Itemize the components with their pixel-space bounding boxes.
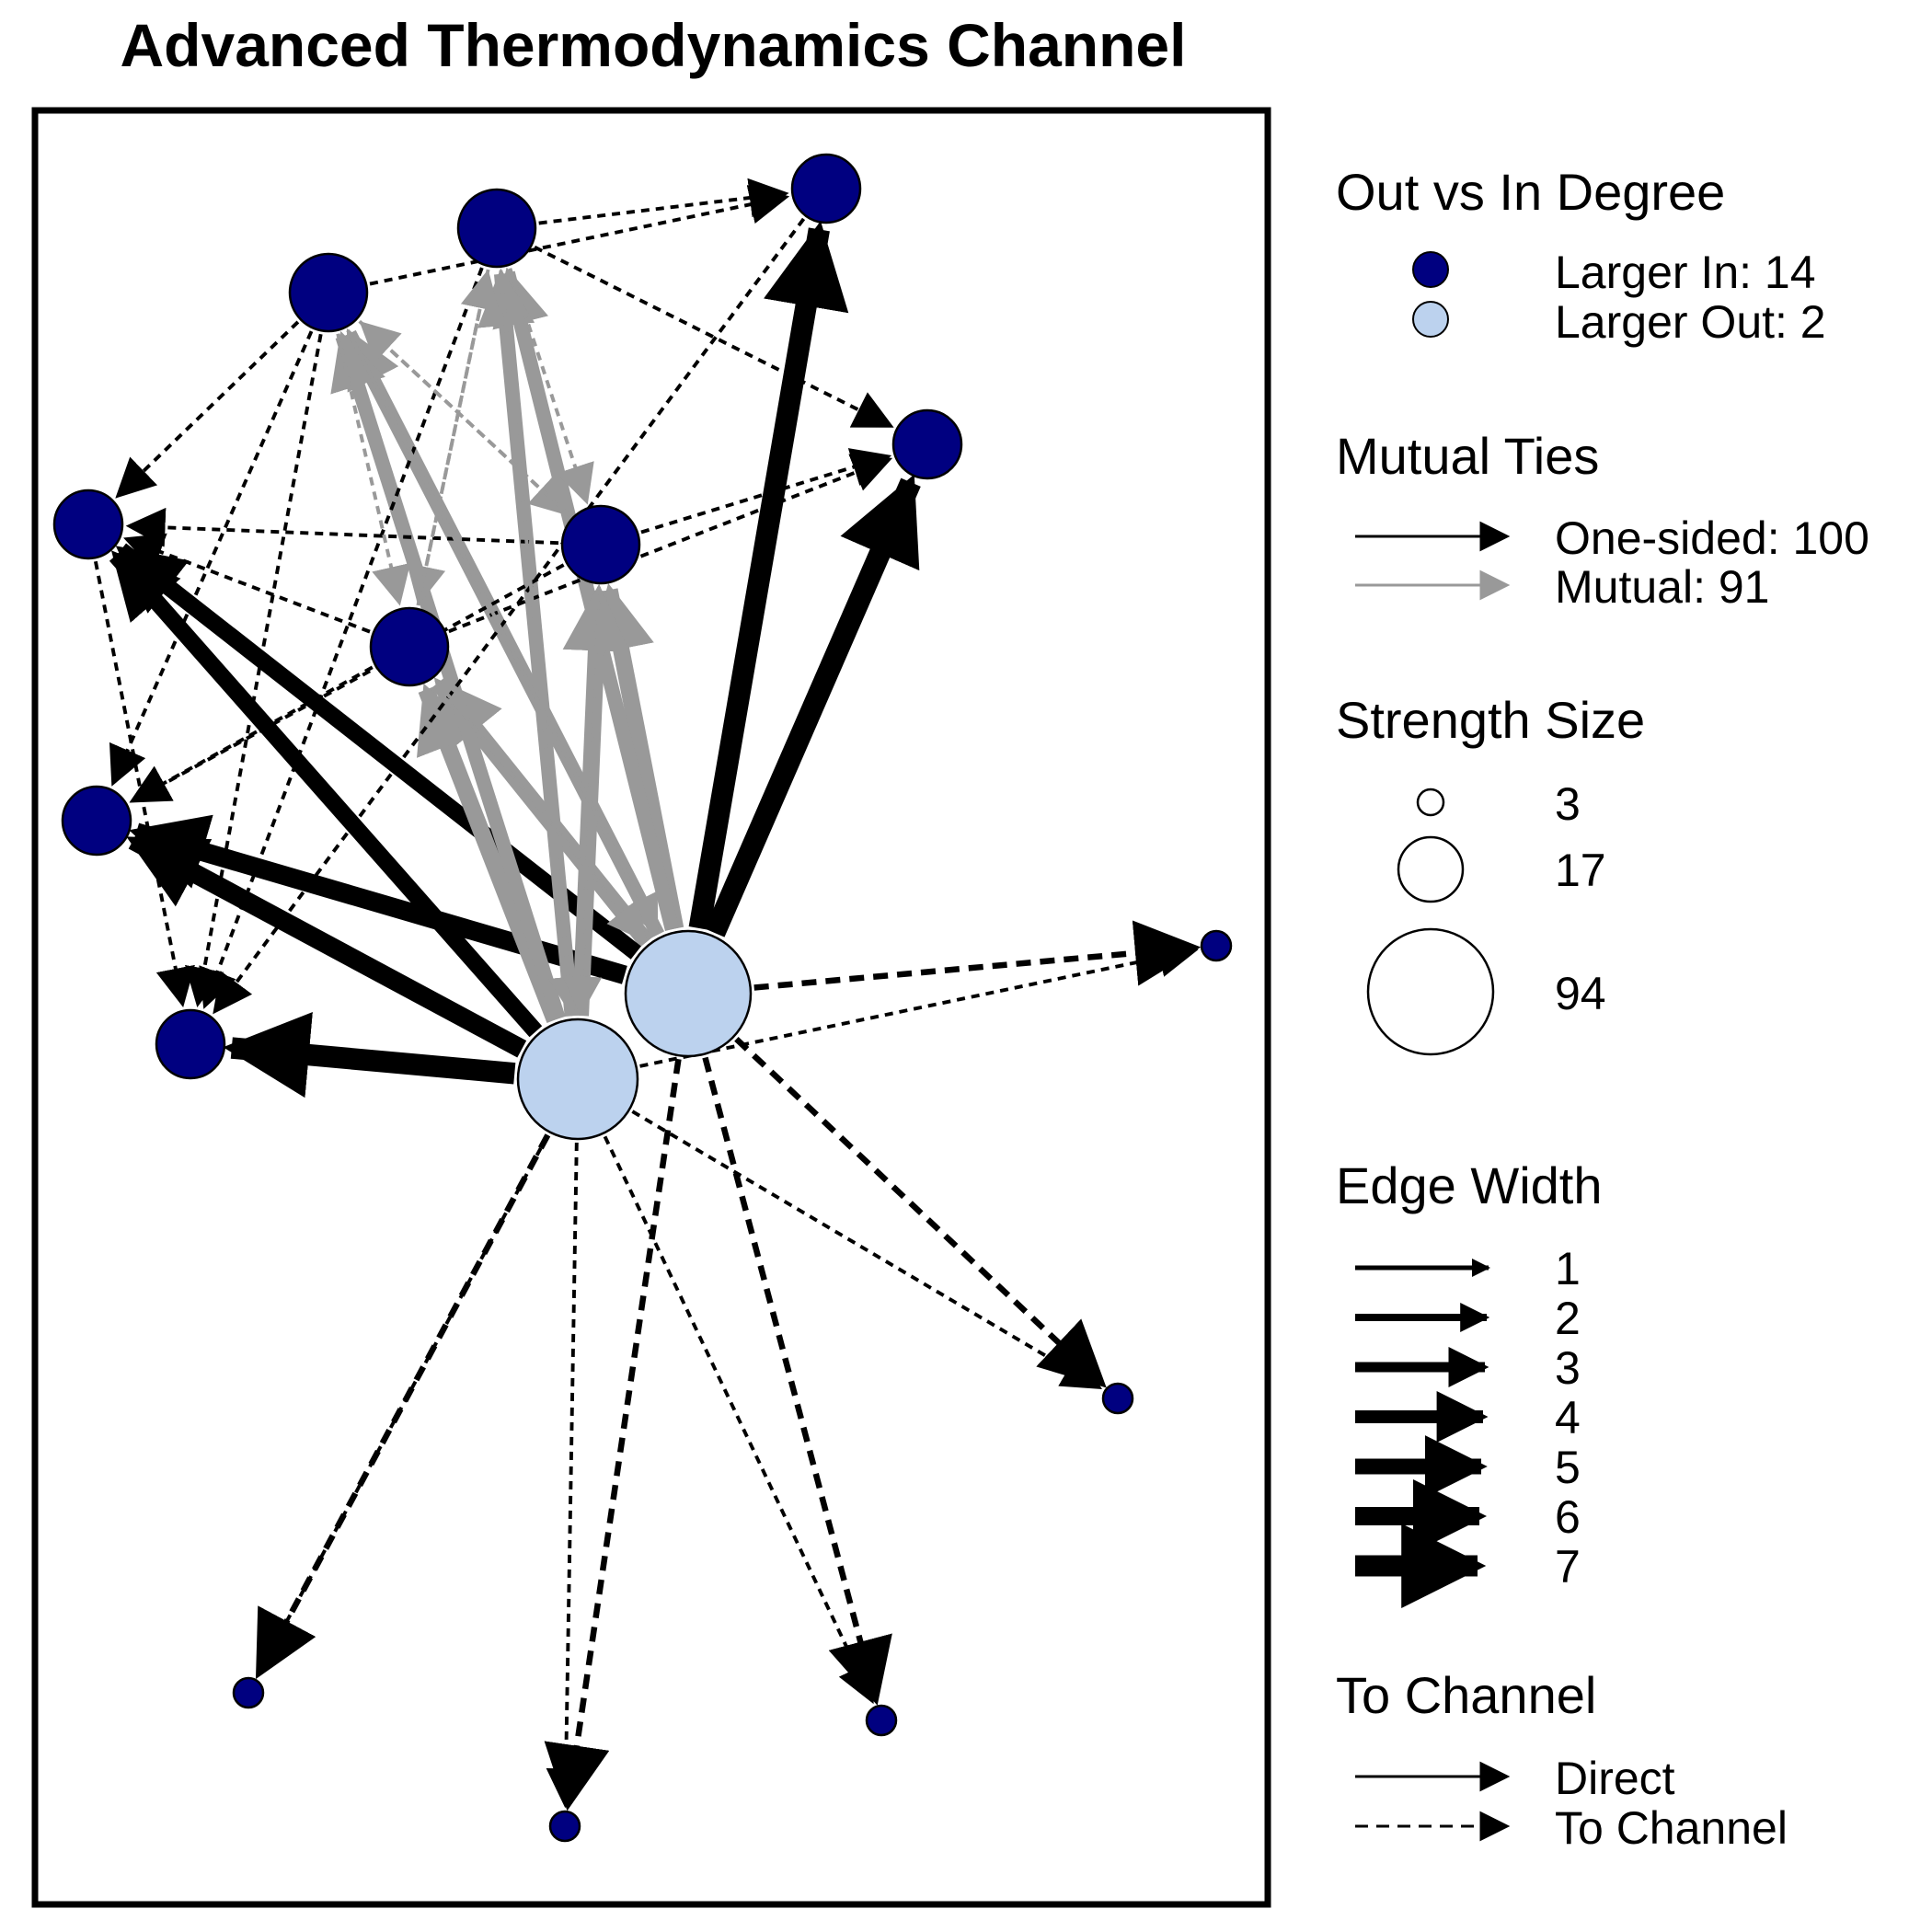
network-edge xyxy=(346,329,659,936)
node-larger-in xyxy=(560,504,641,585)
legend-one-sided-label: One-sided: 100 xyxy=(1555,512,1869,564)
network-edge xyxy=(434,678,648,943)
network-edge xyxy=(129,563,565,803)
network-edge xyxy=(753,920,1202,991)
network-edge xyxy=(546,1142,586,1809)
node-larger-in xyxy=(1101,1382,1134,1415)
chart-title: Advanced Thermodynamics Channel xyxy=(121,11,1187,79)
node-larger-in xyxy=(232,1676,265,1709)
legend-edge-width-4-label: 4 xyxy=(1555,1392,1581,1443)
legend-channel-heading: To Channel xyxy=(1336,1666,1596,1724)
legend-edge-width-7-label: 7 xyxy=(1555,1541,1581,1593)
edge-layer xyxy=(93,178,1202,1811)
network-edge xyxy=(115,543,641,960)
node-larger-in xyxy=(369,606,450,687)
legend-channel: To Channel Direct To Channel xyxy=(1336,1666,1788,1854)
legend-strength-17-label: 17 xyxy=(1555,845,1606,896)
network-edge xyxy=(185,333,323,1007)
plot-frame xyxy=(31,107,1271,1908)
network-edge xyxy=(369,185,790,286)
network-edge xyxy=(562,586,603,1017)
legend-edge-width-2-label: 2 xyxy=(1555,1293,1581,1344)
node-larger-in xyxy=(865,1704,898,1737)
legend-edge-width-heading: Edge Width xyxy=(1336,1156,1603,1214)
legend-mutual-heading: Mutual Ties xyxy=(1336,427,1599,485)
legend-larger-in-label: Larger In: 14 xyxy=(1555,247,1816,298)
network-edge xyxy=(448,454,893,634)
node-layer xyxy=(52,153,1233,1843)
network-edge xyxy=(544,1058,682,1811)
node-larger-in xyxy=(548,1810,581,1843)
legend-strength-17-circle xyxy=(1397,835,1465,903)
network-edge xyxy=(359,321,571,518)
node-larger-in xyxy=(288,252,369,333)
node-larger-in xyxy=(456,188,537,269)
legend-larger-out-swatch xyxy=(1412,301,1449,338)
node-larger-in xyxy=(61,785,132,857)
network-edge xyxy=(705,474,921,937)
node-larger-in xyxy=(790,153,862,224)
legend-direct-label: Direct xyxy=(1555,1753,1675,1804)
network-edge xyxy=(330,330,566,1021)
network-edge xyxy=(508,268,594,505)
network-edge xyxy=(255,1133,551,1680)
legend-edge-width-6-label: 6 xyxy=(1555,1491,1581,1543)
network-edge xyxy=(93,560,195,1008)
network-edge xyxy=(734,1037,1107,1388)
legend-strength-3-circle xyxy=(1416,788,1445,817)
node-larger-in xyxy=(155,1008,226,1080)
legend-to-channel-label: To Channel xyxy=(1555,1802,1788,1854)
legend-mutual-label: Mutual: 91 xyxy=(1555,561,1769,613)
network-edge xyxy=(702,1056,892,1706)
network-edge xyxy=(631,1110,1103,1389)
legend-edge-width-3-label: 3 xyxy=(1555,1342,1581,1394)
node-larger-in xyxy=(891,408,963,480)
network-edge xyxy=(223,1012,516,1098)
network-edge xyxy=(534,245,894,428)
network-edge xyxy=(639,937,1199,1068)
legend-larger-in-swatch xyxy=(1412,251,1449,288)
legend-larger-out-label: Larger Out: 2 xyxy=(1555,296,1826,348)
network-edge xyxy=(416,683,563,1024)
legend-strength-94-circle xyxy=(1366,927,1495,1056)
legend-edge-width-5-label: 5 xyxy=(1555,1442,1581,1493)
network-edge xyxy=(336,333,411,606)
legend-strength: Strength Size 3 17 94 xyxy=(1336,691,1645,1056)
node-larger-out xyxy=(516,1018,639,1141)
legend-degree-heading: Out vs In Degree xyxy=(1336,163,1725,221)
network-edge xyxy=(126,832,527,1058)
network-edge xyxy=(499,270,588,1017)
network-edge xyxy=(416,269,500,606)
node-larger-in xyxy=(1200,929,1233,962)
network-edge xyxy=(603,1135,875,1705)
node-larger-out xyxy=(624,929,753,1058)
legend-edge-width-1-label: 1 xyxy=(1555,1243,1581,1294)
legend-strength-94-label: 94 xyxy=(1555,968,1606,1019)
network-edge xyxy=(125,507,559,547)
legend-strength-3-label: 3 xyxy=(1555,778,1581,830)
network-edge xyxy=(115,320,300,499)
network-edge xyxy=(538,178,789,225)
node-larger-in xyxy=(52,489,124,560)
legend-strength-heading: Strength Size xyxy=(1336,691,1645,749)
network-edge xyxy=(688,221,849,931)
network-edge xyxy=(109,549,543,1038)
legend-mutual: Mutual Ties One-sided: 100 Mutual: 91 xyxy=(1336,427,1869,613)
legend-degree: Out vs In Degree Larger In: 14 Larger Ou… xyxy=(1336,163,1826,348)
network-edge xyxy=(257,1133,550,1677)
network-edge xyxy=(213,217,806,1015)
